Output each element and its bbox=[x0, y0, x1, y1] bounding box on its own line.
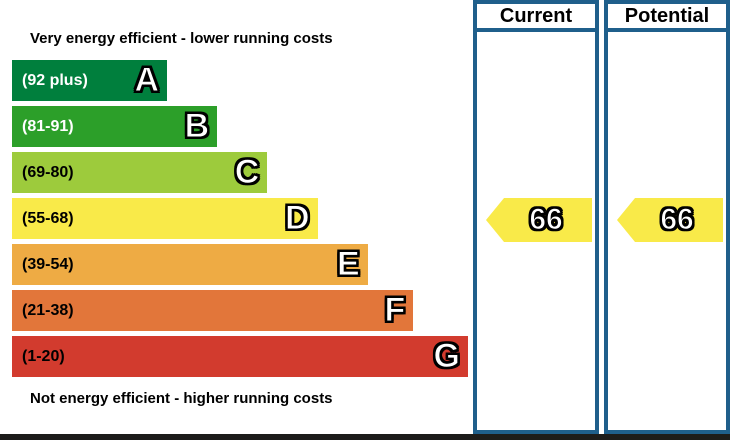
bands-list: (92 plus) A (81-91) B (69-80) C (55-68) bbox=[12, 60, 468, 382]
band-letter: F bbox=[384, 291, 406, 330]
band-bar: (1-20) G bbox=[12, 336, 468, 377]
band-range-label: (69-80) bbox=[22, 163, 74, 181]
band-range-label: (39-54) bbox=[22, 255, 74, 273]
potential-column-header: Potential bbox=[608, 4, 726, 32]
current-rating-value: 66 bbox=[529, 203, 563, 237]
band-bar: (55-68) D bbox=[12, 198, 318, 239]
band-bar: (21-38) F bbox=[12, 290, 414, 331]
potential-column: Potential 66 bbox=[604, 0, 730, 434]
current-rating-arrow: 66 bbox=[486, 198, 592, 242]
epc-band-c: (69-80) C bbox=[12, 152, 468, 193]
epc-band-d: (55-68) D bbox=[12, 198, 468, 239]
current-column: Current 66 bbox=[473, 0, 599, 434]
band-bar: (69-80) C bbox=[12, 152, 268, 193]
band-bar: (39-54) E bbox=[12, 244, 368, 285]
band-letter: E bbox=[336, 245, 360, 284]
epc-band-g: (1-20) G bbox=[12, 336, 468, 377]
band-bar: (81-91) B bbox=[12, 106, 218, 147]
band-letter: C bbox=[234, 153, 260, 192]
band-letter: A bbox=[134, 61, 160, 100]
bottom-rule bbox=[0, 434, 730, 440]
band-range-label: (92 plus) bbox=[22, 71, 88, 89]
band-range-label: (81-91) bbox=[22, 117, 74, 135]
band-range-label: (1-20) bbox=[22, 347, 65, 365]
band-chart-area: Very energy efficient - lower running co… bbox=[12, 30, 468, 407]
band-range-label: (55-68) bbox=[22, 209, 74, 227]
potential-rating-arrow: 66 bbox=[617, 198, 723, 242]
band-letter: G bbox=[433, 337, 460, 376]
bottom-caption: Not energy efficient - higher running co… bbox=[30, 390, 333, 407]
epc-band-f: (21-38) F bbox=[12, 290, 468, 331]
current-column-header: Current bbox=[477, 4, 595, 32]
band-bar: (92 plus) A bbox=[12, 60, 168, 101]
epc-band-b: (81-91) B bbox=[12, 106, 468, 147]
band-range-label: (21-38) bbox=[22, 301, 74, 319]
band-letter: D bbox=[284, 199, 310, 238]
epc-band-e: (39-54) E bbox=[12, 244, 468, 285]
top-caption: Very energy efficient - lower running co… bbox=[30, 30, 333, 47]
potential-rating-value: 66 bbox=[660, 203, 694, 237]
epc-band-a: (92 plus) A bbox=[12, 60, 468, 101]
band-letter: B bbox=[184, 107, 210, 146]
